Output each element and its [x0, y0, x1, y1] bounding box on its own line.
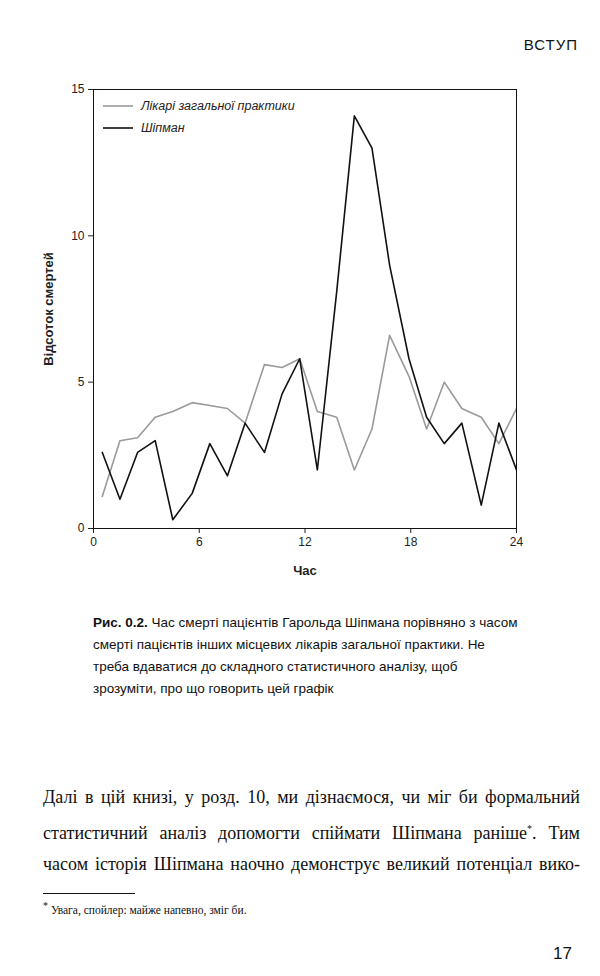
svg-text:Час: Час	[293, 563, 317, 578]
svg-text:10: 10	[71, 229, 85, 243]
html-text:Шіпман: Шіпман	[141, 121, 185, 135]
html-text:17: 17	[553, 944, 572, 963]
svg-text:5: 5	[78, 375, 85, 389]
svg-text:0: 0	[78, 521, 85, 535]
html-text:Лікарі загальної практики: Лікарі загальної практики	[141, 99, 295, 113]
html-text:*Увага, спойлер: майже напевно: *Увага, спойлер: майже напевно, зміг би.	[43, 900, 247, 916]
svg-text:Відсоток смертей: Відсоток смертей	[41, 252, 56, 366]
html-text:Далі в цій книзі, у розд. 10,: Далі в цій книзі, у розд. 10, ми дізнаєм…	[43, 787, 580, 874]
svg-text:12: 12	[298, 535, 312, 549]
svg-text:15: 15	[71, 82, 85, 96]
svg-text:0: 0	[90, 535, 97, 549]
svg-text:24: 24	[510, 535, 524, 549]
svg-text:6: 6	[196, 535, 203, 549]
svg-text:18: 18	[404, 535, 418, 549]
html-text:ВСТУП: ВСТУП	[523, 36, 578, 53]
html-text:Рис. 0.2. Час смерті пацієнтів: Рис. 0.2. Час смерті пацієнтів Гарольда …	[93, 615, 518, 696]
